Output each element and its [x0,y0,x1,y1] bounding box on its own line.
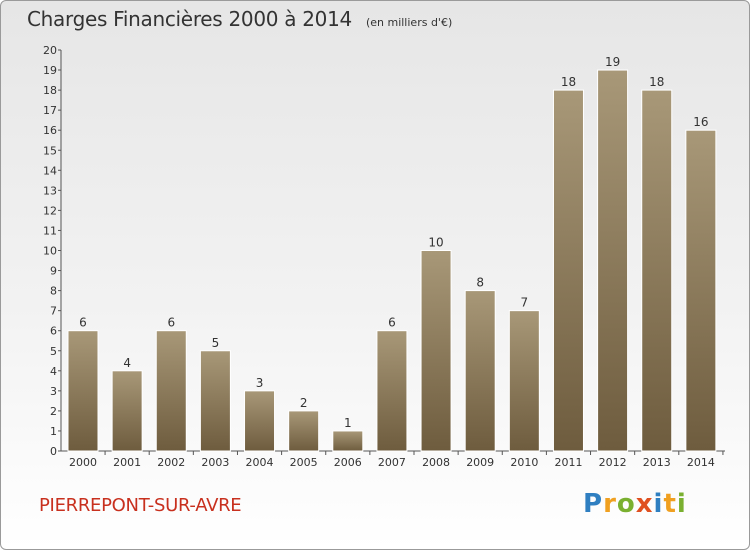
chart-title-text: Charges Financières 2000 à 2014 [27,7,352,31]
bar-2005 [288,410,320,452]
x-tick-label: 2008 [422,456,450,469]
x-tick-label: 2010 [510,456,538,469]
x-tick-label: 2012 [599,456,627,469]
bar-2001 [111,370,143,452]
y-tick-label: 5 [50,345,57,358]
brand-letter: t [663,489,677,519]
bar-2008 [420,250,452,452]
y-tick-label: 9 [50,265,57,278]
bar-2012 [597,69,629,452]
x-tick-label: 2004 [246,456,274,469]
bar-2014 [685,129,717,452]
y-tick-label: 10 [43,245,57,258]
y-tick-label: 4 [50,365,57,378]
bar-value-label: 1 [344,416,352,430]
bar-value-label: 4 [123,356,131,370]
y-tick-label: 16 [43,124,57,137]
bar-value-label: 7 [521,296,529,310]
bar-2010 [508,310,540,452]
y-tick-label: 2 [50,405,57,418]
x-tick-label: 2007 [378,456,406,469]
y-tick-label: 11 [43,224,57,237]
bar-value-label: 18 [649,75,664,89]
bar-2003 [199,350,231,452]
y-tick-label: 1 [50,425,57,438]
x-tick-label: 2013 [643,456,671,469]
y-tick-label: 3 [50,385,57,398]
bar-2004 [244,390,276,452]
y-tick-label: 20 [43,44,57,57]
x-tick-label: 2006 [334,456,362,469]
bar-2006 [332,430,364,452]
y-tick-label: 14 [43,164,57,177]
y-tick-label: 8 [50,285,57,298]
commune-name: PIERREPONT-SUR-AVRE [39,495,242,516]
x-tick-label: 2011 [554,456,582,469]
bar-value-label: 6 [79,316,87,330]
brand-letter: i [676,489,687,519]
y-tick-label: 18 [43,84,57,97]
bar-value-label: 16 [693,115,708,129]
chart-unit-text: (en milliers d'€) [365,16,453,29]
bar-value-label: 2 [300,396,308,410]
bar-value-label: 5 [212,336,220,350]
y-tick-label: 0 [50,445,57,458]
bar-2000 [67,330,99,452]
bar-value-label: 6 [167,316,175,330]
brand-letter: P [583,489,604,519]
brand-letter: r [603,489,617,519]
y-tick-label: 6 [50,325,57,338]
x-tick-label: 2000 [69,456,97,469]
y-tick-label: 7 [50,305,57,318]
bar-2013 [641,89,673,452]
y-tick-label: 15 [43,144,57,157]
bar-2011 [552,89,584,452]
brand-letter: o [616,489,636,519]
x-tick-label: 2014 [687,456,715,469]
bar-value-label: 10 [428,236,443,250]
bar-value-label: 3 [256,376,264,390]
x-tick-label: 2002 [157,456,185,469]
bar-value-label: 8 [476,276,484,290]
brand-letter: x [635,489,654,519]
y-tick-label: 12 [43,204,57,217]
bar-value-label: 19 [605,55,620,69]
bar-2009 [464,290,496,452]
proxiti-logo: Proxiti [583,489,687,519]
bar-value-label: 6 [388,316,396,330]
bar-2002 [155,330,187,452]
brand-letter: i [653,489,664,519]
y-tick-label: 19 [43,64,57,77]
x-tick-label: 2009 [466,456,494,469]
y-tick-label: 13 [43,184,57,197]
x-tick-label: 2005 [290,456,318,469]
y-tick-label: 17 [43,104,57,117]
x-tick-label: 2003 [201,456,229,469]
chart-title: Charges Financières 2000 à 2014 (en milli… [27,7,452,31]
bar-2007 [376,330,408,452]
x-tick-label: 2001 [113,456,141,469]
bar-value-label: 18 [561,75,576,89]
